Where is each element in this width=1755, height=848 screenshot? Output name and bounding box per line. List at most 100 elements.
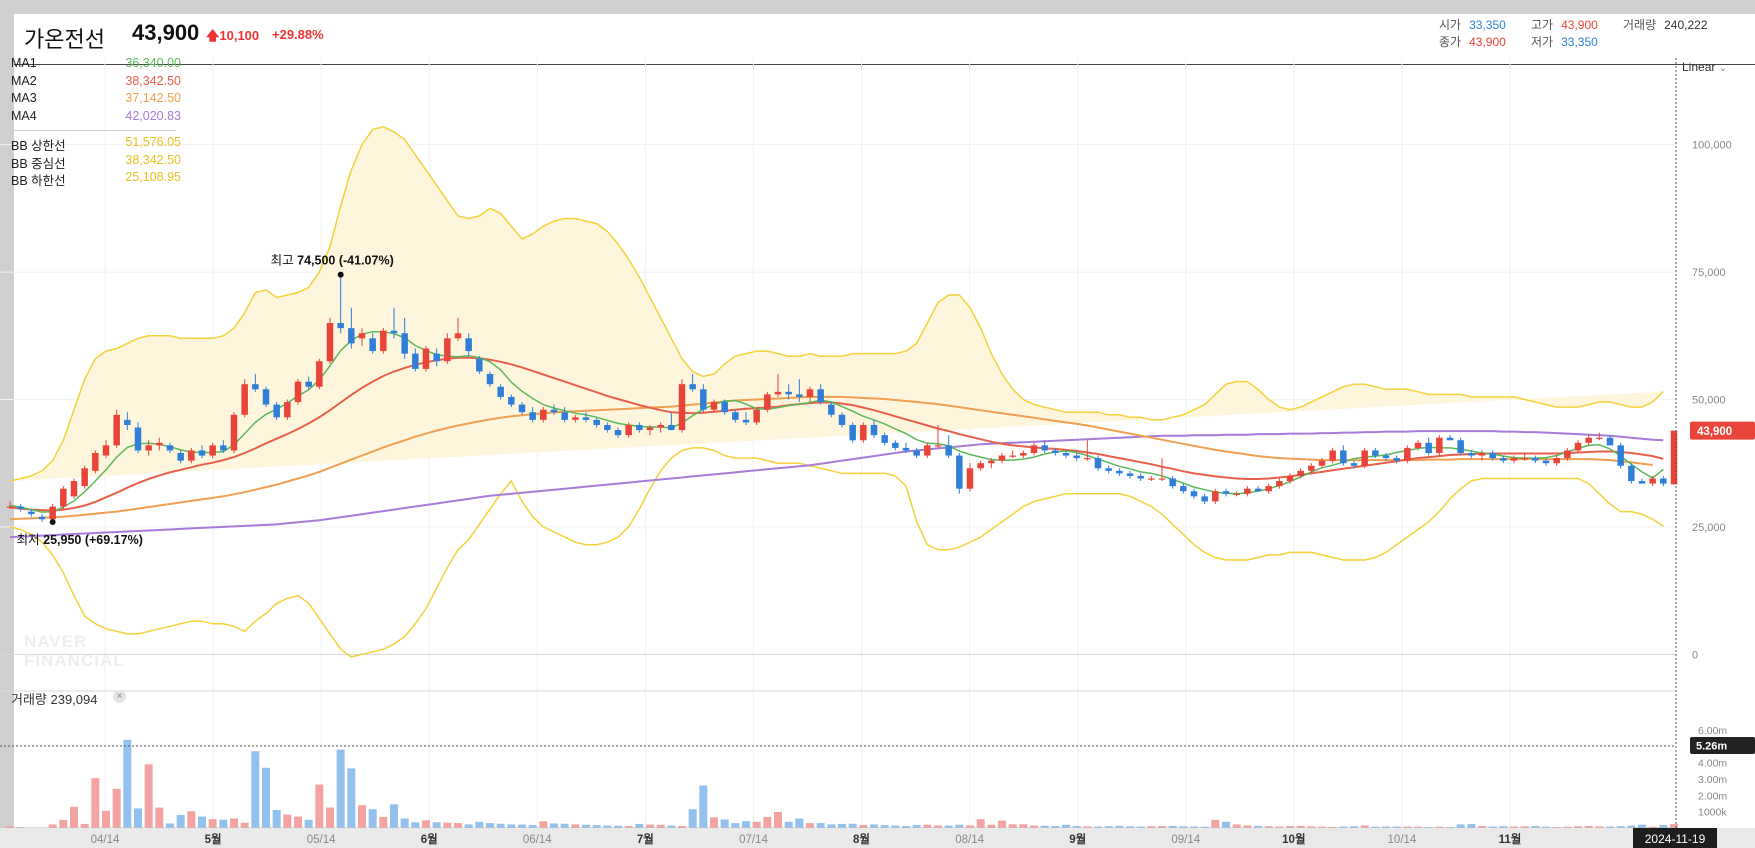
- candle-body: [1116, 470, 1123, 474]
- low-annotation-marker: [49, 519, 56, 526]
- scale-mode-dropdown[interactable]: Linear ⌄: [1682, 60, 1727, 74]
- volume-bar: [550, 823, 558, 828]
- volume-bar: [539, 821, 548, 828]
- candle: [785, 384, 792, 400]
- candle-body: [1201, 496, 1208, 502]
- volume-bar: [1595, 826, 1604, 828]
- volume-bar: [1616, 826, 1625, 828]
- volume-bars: [6, 739, 1678, 828]
- ma2-line: [9, 356, 1664, 512]
- volume-bar: [390, 804, 398, 828]
- volume-bar: [848, 823, 857, 828]
- candle: [177, 450, 184, 464]
- candle-body: [828, 404, 835, 415]
- volume-bar: [251, 751, 260, 828]
- candle: [881, 432, 888, 446]
- volume-bar: [1371, 826, 1380, 828]
- candle-body: [497, 386, 504, 397]
- candle-body: [412, 353, 419, 369]
- volume-bar: [1350, 826, 1358, 828]
- volume-bar: [987, 824, 996, 828]
- candle: [1190, 488, 1198, 499]
- candle-body: [49, 506, 56, 520]
- volume-bar: [656, 824, 665, 828]
- candle-body: [860, 424, 867, 441]
- candle-body: [1393, 458, 1400, 461]
- current-price-tag: [1690, 421, 1755, 440]
- candle: [902, 442, 910, 453]
- volume-bar: [358, 805, 366, 828]
- legend-item-value: 36,340.00: [125, 56, 181, 70]
- candle-body: [956, 455, 963, 489]
- volume-value: 240,222: [1664, 18, 1708, 32]
- candle: [700, 384, 707, 413]
- candle-body: [1414, 442, 1422, 448]
- candle: [657, 422, 664, 433]
- candle-body: [700, 389, 707, 410]
- candle-body: [262, 389, 270, 405]
- ma3-line: [9, 395, 1653, 521]
- candle: [668, 412, 675, 431]
- candle: [1393, 455, 1400, 464]
- volume-bar: [1382, 826, 1390, 828]
- candle: [529, 407, 536, 423]
- volume-bar: [582, 824, 590, 828]
- high-value: 43,900: [1561, 18, 1598, 32]
- open-stat: 시가 33,350: [1439, 16, 1506, 33]
- volume-bar: [123, 739, 132, 828]
- candle-body: [1489, 453, 1496, 459]
- candle: [646, 424, 654, 436]
- volume-bar: [230, 818, 238, 828]
- low-annotation-value: 25,950 (+69.17%): [43, 533, 143, 547]
- volume-bar: [1222, 821, 1230, 828]
- candle: [796, 379, 803, 403]
- close-icon[interactable]: ×: [113, 690, 126, 703]
- volume-bar: [1008, 824, 1017, 828]
- candle: [774, 374, 782, 397]
- volume-bar: [1296, 825, 1305, 828]
- candle: [945, 435, 952, 459]
- candle: [614, 427, 622, 438]
- candle: [81, 465, 88, 489]
- bb-upper-line: [9, 126, 1664, 482]
- x-tick-label: 07/14: [739, 834, 768, 846]
- candle: [860, 422, 867, 443]
- volume-bar: [475, 821, 484, 828]
- price-change: 🡅10,100: [206, 27, 259, 49]
- candle: [1585, 435, 1592, 446]
- candle: [732, 409, 739, 423]
- candle-body: [796, 394, 803, 397]
- close-stat: 종가 43,900: [1439, 33, 1506, 50]
- x-tick-label: 05/14: [307, 834, 336, 846]
- candle: [1542, 458, 1550, 466]
- candle: [1222, 488, 1230, 497]
- y-tick-label: 25,000: [1692, 522, 1726, 534]
- candle-body: [892, 442, 899, 448]
- candle-body: [881, 435, 888, 443]
- candle: [753, 407, 760, 425]
- candle-body: [241, 384, 248, 415]
- y-tick-label: 100,000: [1692, 140, 1732, 152]
- volume-bar: [1232, 824, 1241, 828]
- candle-body: [732, 412, 739, 420]
- volume-bar: [432, 822, 441, 828]
- candle-body: [1265, 486, 1272, 492]
- candle-body: [1286, 475, 1294, 482]
- candle-body: [486, 374, 494, 385]
- candle-body: [1382, 455, 1390, 459]
- volume-bar: [838, 823, 846, 828]
- candle-body: [518, 404, 526, 413]
- volume-bar: [294, 816, 302, 828]
- candle: [636, 422, 643, 433]
- candle: [262, 386, 270, 408]
- candle-body: [60, 488, 67, 507]
- candle-body: [838, 414, 846, 425]
- x-tick-label: 5월: [205, 832, 222, 846]
- volume-bar: [1488, 826, 1497, 828]
- legend-item-value: 38,342.50: [125, 152, 181, 167]
- candle-body: [1308, 465, 1315, 471]
- candle: [305, 376, 312, 390]
- scale-mode-label: Linear: [1682, 60, 1716, 74]
- candle-body: [1244, 488, 1251, 494]
